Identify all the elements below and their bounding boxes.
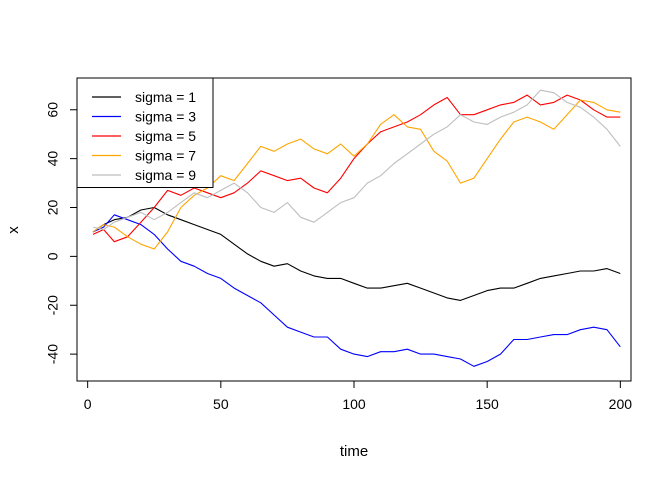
series-line-3: [92, 94, 621, 243]
legend-box: [76, 77, 214, 188]
legend: sigma = 1 sigma = 3 sigma = 5 sigma = 7 sigm…: [76, 77, 214, 188]
y-tick-label: 60: [45, 102, 61, 118]
series-lines: [92, 89, 621, 367]
legend-label: sigma = 1: [135, 89, 196, 105]
y-tick-label: -40: [45, 344, 61, 364]
y-axis: -40 -20 0 20 40 60: [45, 102, 78, 364]
y-tick-label: 20: [45, 200, 61, 216]
y-tick-label: -20: [45, 295, 61, 315]
y-tick-label: 40: [45, 151, 61, 167]
series-line-1: [92, 206, 621, 301]
x-tick-label: 200: [609, 396, 633, 412]
series-line-2: [92, 214, 621, 367]
x-tick-label: 100: [342, 396, 366, 412]
legend-label: sigma = 3: [135, 109, 196, 125]
legend-label: sigma = 9: [135, 167, 196, 183]
x-tick-label: 0: [84, 396, 92, 412]
x-tick-label: 150: [475, 396, 499, 412]
legend-label: sigma = 5: [135, 128, 196, 144]
x-axis: 0 50 100 150 200: [84, 380, 633, 412]
y-tick-label: 0: [45, 252, 61, 260]
series-line-4: [92, 99, 621, 250]
x-tick-label: 50: [213, 396, 229, 412]
legend-label: sigma = 7: [135, 148, 196, 164]
x-axis-label: time: [340, 443, 368, 460]
series-line-5: [92, 89, 621, 231]
y-axis-label: x: [5, 226, 22, 234]
